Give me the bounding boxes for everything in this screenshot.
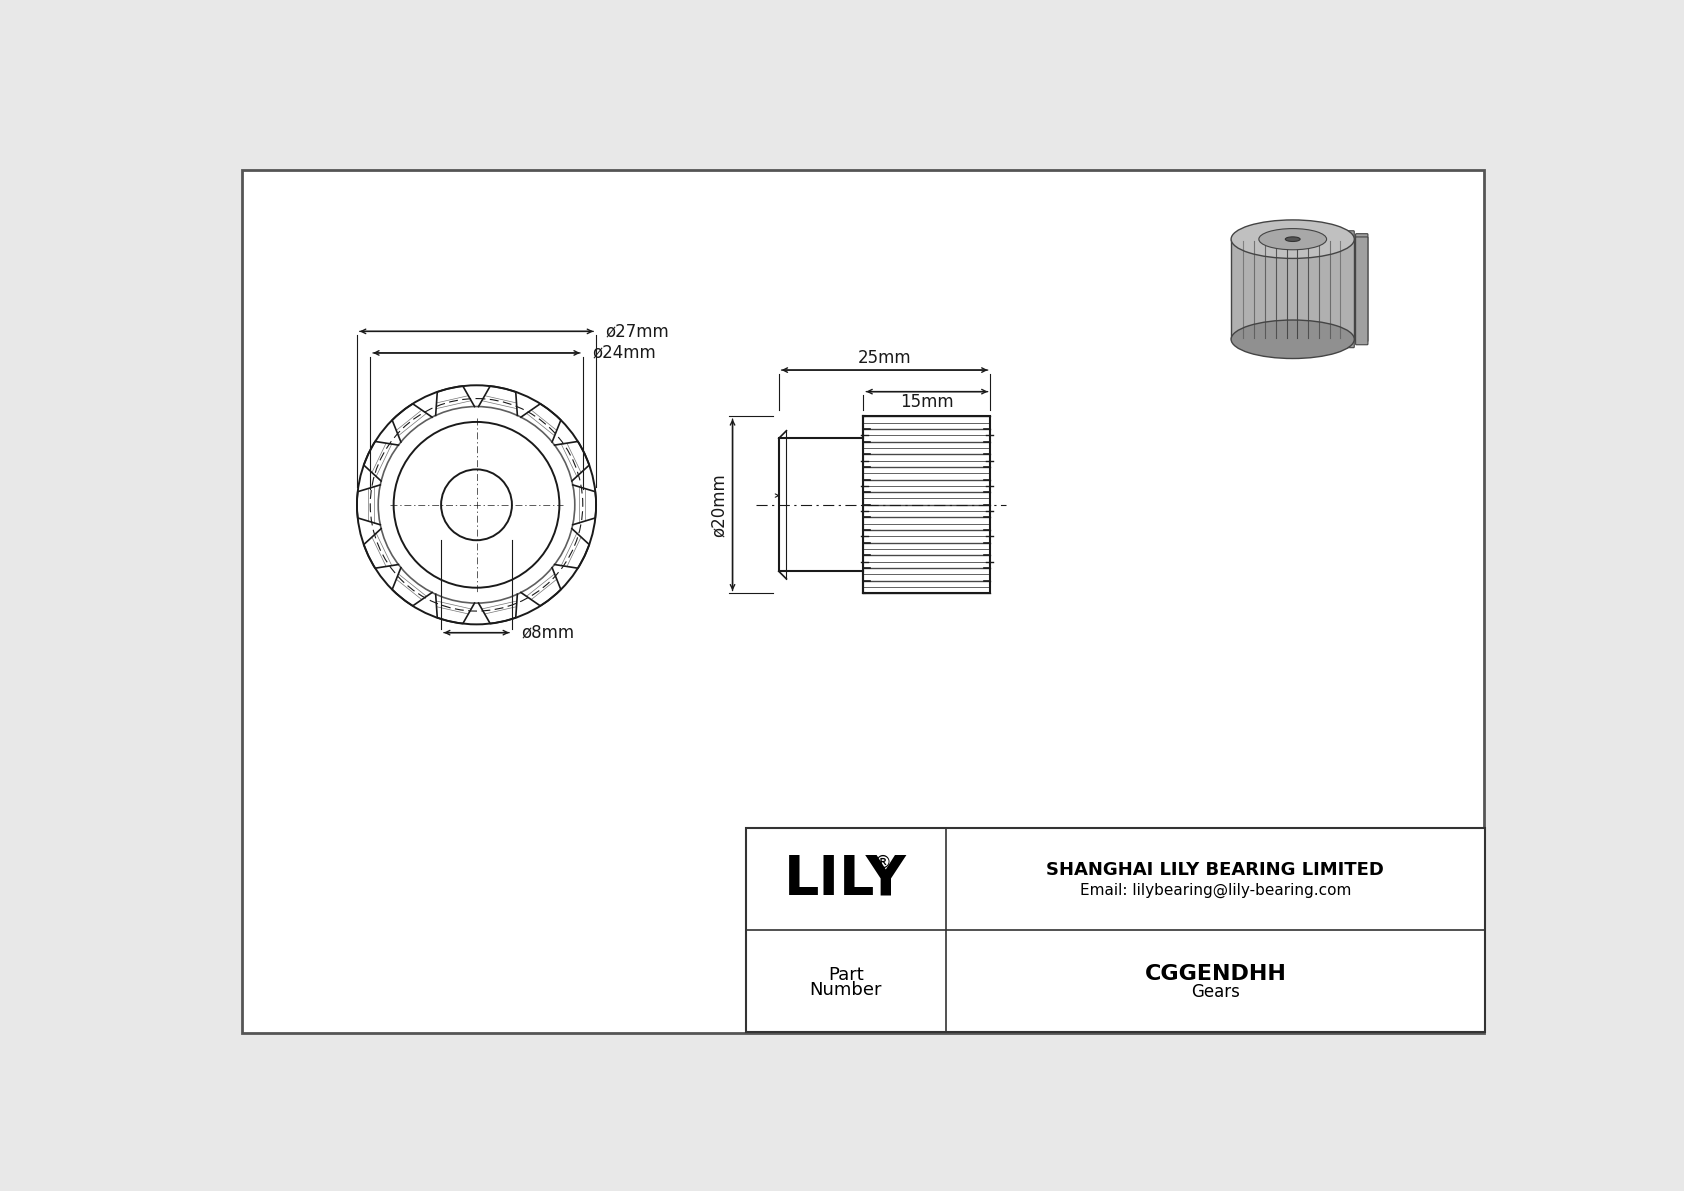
Bar bbox=[746, 828, 1485, 1033]
Bar bbox=[778, 438, 864, 572]
Text: ø27mm: ø27mm bbox=[605, 323, 669, 341]
Ellipse shape bbox=[1231, 320, 1354, 358]
Text: Part: Part bbox=[829, 966, 864, 984]
FancyBboxPatch shape bbox=[1317, 229, 1330, 337]
Text: CGGENDHH: CGGENDHH bbox=[1145, 964, 1287, 984]
FancyBboxPatch shape bbox=[1342, 239, 1354, 348]
FancyBboxPatch shape bbox=[1317, 242, 1330, 350]
Text: Gears: Gears bbox=[1191, 983, 1239, 1002]
Ellipse shape bbox=[1285, 237, 1300, 242]
Text: Email: lilybearing@lily-bearing.com: Email: lilybearing@lily-bearing.com bbox=[1079, 883, 1351, 898]
Text: ®: ® bbox=[874, 853, 893, 872]
Text: ø24mm: ø24mm bbox=[593, 344, 655, 362]
Text: 25mm: 25mm bbox=[857, 349, 911, 367]
Text: LILY: LILY bbox=[785, 853, 908, 906]
Text: SHANGHAI LILY BEARING LIMITED: SHANGHAI LILY BEARING LIMITED bbox=[1046, 861, 1384, 879]
Text: ø8mm: ø8mm bbox=[520, 624, 574, 642]
Bar bbox=[864, 417, 990, 593]
Text: 15mm: 15mm bbox=[901, 393, 953, 411]
Ellipse shape bbox=[1260, 229, 1327, 250]
FancyBboxPatch shape bbox=[1342, 231, 1354, 338]
Bar bbox=[1231, 239, 1354, 339]
FancyBboxPatch shape bbox=[1356, 233, 1367, 342]
Ellipse shape bbox=[1231, 220, 1354, 258]
Text: ø20mm: ø20mm bbox=[709, 473, 727, 537]
Text: Number: Number bbox=[810, 981, 882, 999]
FancyBboxPatch shape bbox=[1356, 237, 1367, 344]
